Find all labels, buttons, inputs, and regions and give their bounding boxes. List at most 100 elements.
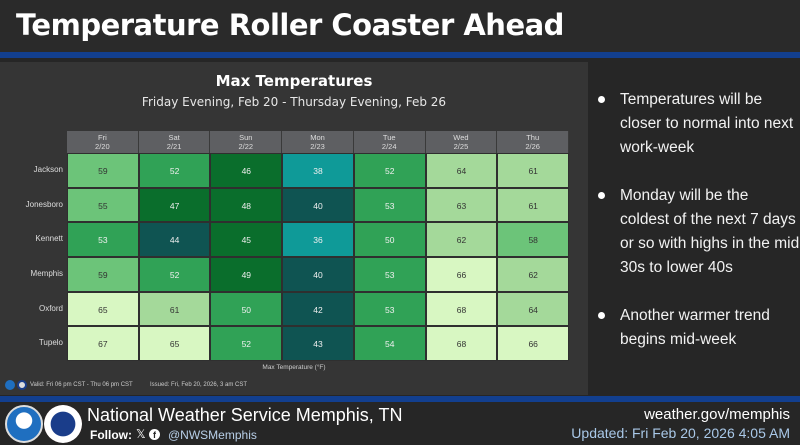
noaa-logo — [5, 405, 43, 443]
column-header: Thu 2/26 — [497, 131, 570, 153]
column-headers: Fri 2/20 Sat 2/21 Sun 2/22 Mon 2/23 Tue 2/24 Wed 2/… — [67, 131, 570, 153]
heatmap-cell: 52 — [353, 153, 426, 188]
day-label: Sat — [168, 133, 180, 142]
column-header: Tue 2/24 — [353, 131, 426, 153]
date-label: 2/25 — [453, 142, 469, 151]
nws-logo — [44, 405, 82, 443]
heatmap-cell: 55 — [67, 187, 139, 223]
heatmap-cell: 52 — [138, 153, 211, 188]
table-row: Memphis 59 52 49 40 53 66 62 — [31, 257, 570, 292]
city-label: Tupelo — [38, 338, 63, 348]
chart-title: Max Temperatures — [215, 72, 373, 90]
heatmap-cell: 66 — [425, 257, 498, 292]
city-label: Kennett — [35, 234, 63, 244]
heatmap-cell: 61 — [497, 187, 570, 223]
heatmap-cell: 68 — [425, 326, 498, 362]
heatmap-cell: 45 — [210, 222, 283, 258]
facebook-icon[interactable]: f — [149, 429, 161, 440]
noaa-mini-logo — [5, 380, 15, 390]
social-handle[interactable]: @NWSMemphis — [168, 428, 257, 442]
day-label: Fri — [97, 133, 107, 142]
bullet-list: Temperatures will be closer to normal in… — [596, 88, 800, 376]
heatmap-cell: 47 — [138, 187, 211, 223]
column-header: Mon 2/23 — [282, 131, 354, 153]
table-row: Kennett 53 44 45 36 50 62 58 — [35, 222, 570, 258]
heatmap-table: Fri 2/20 Sat 2/21 Sun 2/22 Mon 2/23 Tue 2/24 Wed 2/… — [26, 131, 570, 362]
city-label: Oxford — [38, 303, 63, 313]
heatmap-cell: 38 — [282, 153, 354, 188]
heatmap-cell: 49 — [210, 257, 283, 292]
bullet-item: Monday will be the coldest of the next 7… — [596, 184, 800, 280]
divider — [0, 396, 800, 402]
date-label: 2/21 — [166, 142, 182, 151]
heatmap-cell: 43 — [282, 326, 354, 362]
heatmap-cell: 62 — [425, 222, 498, 258]
chart-subtitle: Friday Evening, Feb 20 - Thursday Evenin… — [141, 95, 447, 109]
heatmap-cell: 52 — [138, 257, 211, 292]
table-row: Jonesboro 55 47 48 40 53 63 61 — [26, 187, 570, 223]
axis-label: Max Temperature (°F) — [262, 364, 326, 371]
city-label: Memphis — [30, 269, 63, 279]
chart-panel: Max Temperatures Friday Evening, Feb 20 … — [0, 62, 588, 395]
heatmap-cell: 53 — [353, 291, 426, 327]
heatmap-cell: 65 — [138, 326, 211, 362]
heatmap-cell: 53 — [353, 187, 426, 223]
office-name: National Weather Service Memphis, TN — [87, 405, 403, 425]
x-icon[interactable]: 𝕏 — [136, 427, 146, 441]
column-header: Sun 2/22 — [210, 131, 283, 153]
heatmap-cell: 40 — [282, 187, 354, 223]
heatmap-cell: 53 — [353, 257, 426, 292]
heatmap-cell: 42 — [282, 291, 354, 327]
heatmap-cell: 63 — [425, 187, 498, 223]
heatmap-cell: 68 — [425, 291, 498, 327]
issued-time: Issued: Fri, Feb 20, 2026, 3 am CST — [150, 382, 248, 388]
date-label: 2/24 — [381, 142, 397, 151]
divider — [0, 52, 800, 58]
heatmap-cell: 52 — [210, 326, 283, 362]
heatmap-cell: 61 — [138, 291, 211, 327]
heatmap-cell: 66 — [497, 326, 570, 362]
day-label: Wed — [453, 133, 469, 142]
heatmap-cell: 50 — [353, 222, 426, 258]
date-label: 2/22 — [238, 142, 254, 151]
table-row: Jackson 59 52 46 38 52 64 61 — [34, 153, 570, 188]
heatmap-cell: 64 — [497, 291, 570, 327]
heatmap-cell: 48 — [210, 187, 283, 223]
nws-mini-logo — [17, 380, 27, 390]
bullet-item: Another warmer trend begins mid-week — [596, 304, 800, 352]
heatmap-cell: 50 — [210, 291, 283, 327]
day-label: Thu — [526, 133, 540, 142]
follow-label: Follow: — [90, 428, 132, 442]
column-header: Fri 2/20 — [67, 131, 139, 153]
date-label: 2/26 — [525, 142, 540, 151]
page-title: Temperature Roller Coaster Ahead — [16, 8, 564, 42]
heatmap-cell: 62 — [497, 257, 570, 292]
heatmap-cell: 61 — [497, 153, 570, 188]
header: Temperature Roller Coaster Ahead — [0, 0, 800, 52]
valid-time: Valid: Fri 06 pm CST - Thu 06 pm CST — [30, 382, 133, 388]
day-label: Tue — [382, 133, 396, 142]
heatmap-cell: 53 — [67, 222, 139, 258]
city-label: Jonesboro — [25, 199, 63, 209]
day-label: Sun — [239, 133, 253, 142]
heatmap-cell: 59 — [67, 257, 139, 292]
heatmap-cell: 40 — [282, 257, 354, 292]
column-header: Wed 2/25 — [425, 131, 498, 153]
day-label: Mon — [310, 133, 325, 142]
column-header: Sat 2/21 — [138, 131, 211, 153]
heatmap-cell: 58 — [497, 222, 570, 258]
date-label: 2/23 — [310, 142, 325, 151]
heatmap-cell: 59 — [67, 153, 139, 188]
website-link[interactable]: weather.gov/memphis — [644, 406, 790, 423]
table-row: Oxford 65 61 50 42 53 68 64 — [39, 291, 570, 327]
bullet-item: Temperatures will be closer to normal in… — [596, 88, 800, 160]
city-label: Jackson — [33, 165, 63, 174]
date-label: 2/20 — [95, 142, 110, 151]
heatmap-cell: 64 — [425, 153, 498, 188]
table-row: Tupelo 67 65 52 43 54 68 66 — [39, 326, 570, 362]
footer — [0, 403, 800, 445]
heatmap-cell: 67 — [67, 326, 139, 362]
heatmap-cell: 36 — [282, 222, 354, 258]
heatmap-cell: 65 — [67, 291, 139, 327]
heatmap-cell: 44 — [138, 222, 211, 258]
